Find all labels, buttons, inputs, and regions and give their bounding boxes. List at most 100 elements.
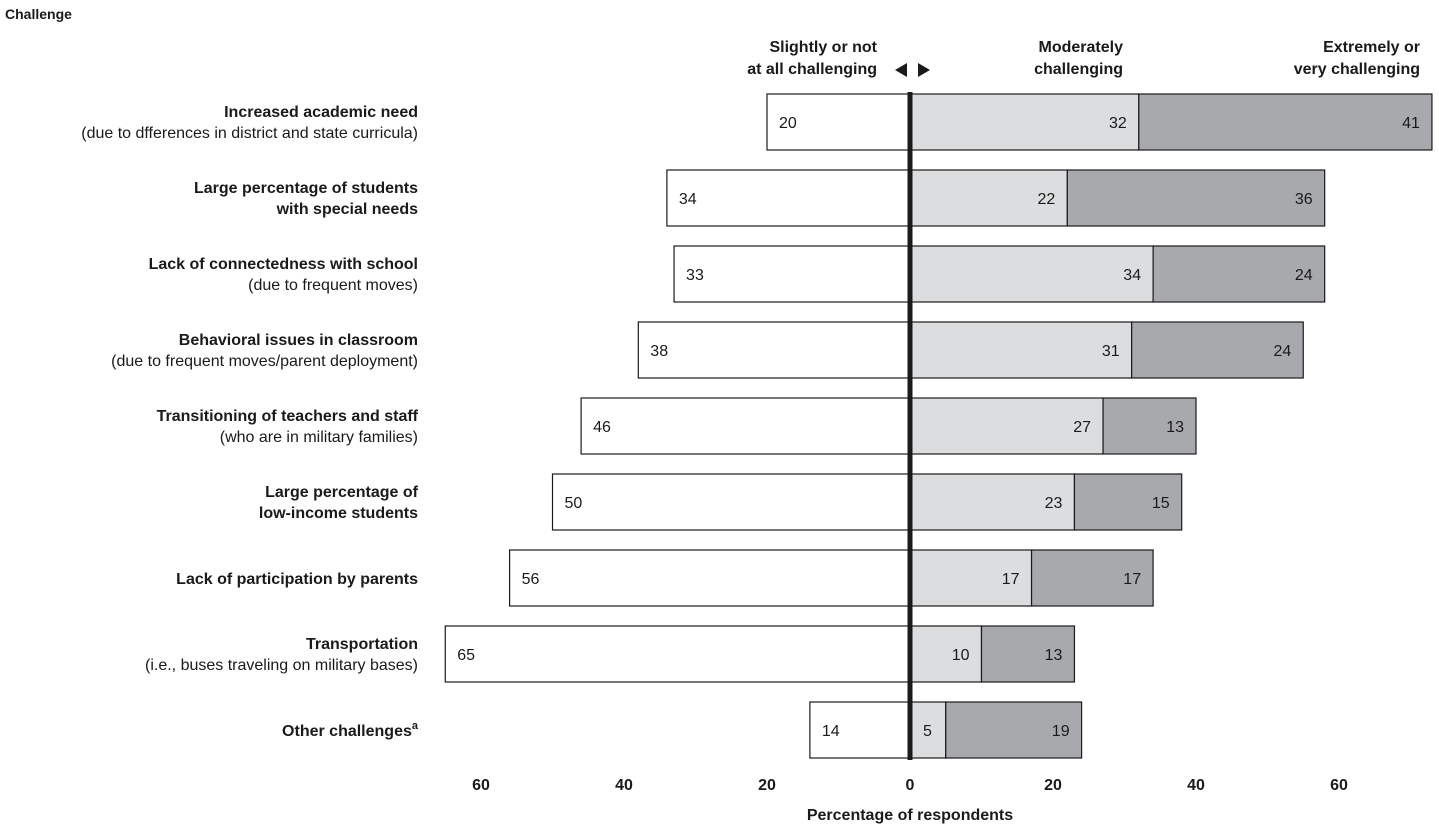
bar-moderately [909, 93, 1140, 151]
legend-middle-line1: Moderately [1039, 39, 1124, 56]
bar-moderately [909, 245, 1154, 303]
category-label: Large percentage of low-income students [259, 484, 419, 522]
bar-label-moderately: 5 [923, 723, 932, 740]
category-subtitle: (due to frequent moves/parent deployment… [111, 353, 418, 370]
bar-label-slightly-or-not: 33 [686, 267, 704, 284]
bar-label-slightly-or-not: 65 [457, 647, 475, 664]
bar-label-slightly-or-not: 50 [565, 495, 583, 512]
bar-label-extremely: 17 [1123, 571, 1141, 588]
bar-extremely [945, 701, 1083, 759]
x-tick-label: 60 [1330, 777, 1348, 794]
bar-label-moderately: 32 [1109, 115, 1127, 132]
category-title: Lack of connectedness with school [149, 256, 418, 273]
category-subtitle: (due to frequent moves) [248, 277, 418, 294]
y-axis-title: Challenge [5, 6, 72, 22]
bar-label-extremely: 24 [1273, 343, 1291, 360]
bar-slightly-or-not [509, 549, 911, 607]
legend-right-line1: Extremely or [1323, 39, 1420, 56]
legend-left-line2: at all challenging [747, 61, 877, 78]
bar-extremely [1073, 473, 1183, 531]
bar-label-extremely: 19 [1052, 723, 1070, 740]
legend-middle-line2: challenging [1034, 61, 1123, 78]
bar-label-slightly-or-not: 20 [779, 115, 797, 132]
category-subtitle: low-income students [259, 505, 418, 522]
category-label: Other challengesa [282, 720, 419, 740]
bar-slightly-or-not [666, 169, 911, 227]
category-title: Transitioning of teachers and staff [157, 408, 419, 425]
arrow-left-icon [895, 63, 907, 77]
bar-extremely [980, 625, 1076, 683]
bar-label-extremely: 15 [1152, 495, 1170, 512]
bar-extremely [1152, 245, 1326, 303]
category-label: Lack of connectedness with school (due to… [149, 256, 418, 294]
bar-label-extremely: 41 [1402, 115, 1420, 132]
x-tick-label: 40 [615, 777, 633, 794]
bar-label-moderately: 10 [952, 647, 970, 664]
bar-extremely [1030, 549, 1154, 607]
category-label: Increased academic need (due to dfference… [81, 104, 418, 142]
category-title: Transportation [306, 636, 418, 653]
bar-label-moderately: 31 [1102, 343, 1120, 360]
bar-slightly-or-not [580, 397, 911, 455]
bar-extremely [1131, 321, 1304, 379]
bar-slightly-or-not [673, 245, 911, 303]
bar-label-extremely: 13 [1166, 419, 1184, 436]
arrow-right-icon [918, 63, 930, 77]
bar-moderately [909, 397, 1104, 455]
bar-extremely [1138, 93, 1433, 151]
bar-label-slightly-or-not: 46 [593, 419, 611, 436]
bar-moderately [909, 473, 1076, 531]
category-subtitle: (due to dfferences in district and state… [81, 125, 418, 142]
x-tick-label: 0 [906, 777, 915, 794]
bar-slightly-or-not [637, 321, 911, 379]
category-label: Lack of participation by parents [176, 571, 418, 588]
x-axis-ticks: 60 40 20 0 20 40 60 [472, 777, 1348, 794]
x-tick-label: 60 [472, 777, 490, 794]
bar-slightly-or-not [809, 701, 911, 759]
bar-label-moderately: 34 [1123, 267, 1141, 284]
bar-label-moderately: 22 [1038, 191, 1056, 208]
bars: 20 32 41 34 22 36 33 34 24 38 31 24 46 27 13 50 23 15 56 17… [444, 93, 1433, 759]
category-subtitle: (who are in military families) [220, 429, 418, 446]
bar-slightly-or-not [551, 473, 911, 531]
legend: Slightly or not at all challenging Moder… [747, 39, 1420, 78]
bar-label-moderately: 23 [1045, 495, 1063, 512]
category-title: Lack of participation by parents [176, 571, 418, 588]
bar-label-slightly-or-not: 14 [822, 723, 840, 740]
bar-moderately [909, 701, 947, 759]
bar-label-extremely: 36 [1295, 191, 1313, 208]
bar-label-moderately: 17 [1002, 571, 1020, 588]
x-tick-label: 20 [758, 777, 776, 794]
category-label: Large percentage of students with special… [194, 180, 418, 218]
bar-label-moderately: 27 [1073, 419, 1091, 436]
category-title: Large percentage of [265, 484, 419, 501]
bar-label-slightly-or-not: 34 [679, 191, 697, 208]
bar-moderately [909, 169, 1068, 227]
category-title: Other challenges [282, 723, 412, 740]
category-subtitle: (i.e., buses traveling on military bases… [145, 657, 418, 674]
category-labels: Increased academic need (due to dfference… [81, 104, 419, 740]
bar-label-slightly-or-not: 56 [522, 571, 540, 588]
bar-extremely [1066, 169, 1326, 227]
bar-extremely [1102, 397, 1197, 455]
category-superscript: a [412, 720, 419, 732]
bar-moderately [909, 321, 1133, 379]
x-axis-label: Percentage of respondents [807, 807, 1013, 824]
bar-label-extremely: 13 [1045, 647, 1063, 664]
category-title: Increased academic need [224, 104, 418, 121]
bar-slightly-or-not [444, 625, 911, 683]
bar-label-slightly-or-not: 38 [650, 343, 668, 360]
category-title: Behavioral issues in classroom [179, 332, 418, 349]
x-tick-label: 20 [1044, 777, 1062, 794]
category-label: Behavioral issues in classroom (due to fr… [111, 332, 418, 370]
bar-moderately [909, 625, 983, 683]
x-tick-label: 40 [1187, 777, 1205, 794]
bar-slightly-or-not [766, 93, 911, 151]
category-label: Transitioning of teachers and staff (who … [157, 408, 419, 446]
category-title: Large percentage of students [194, 180, 418, 197]
legend-right-line2: very challenging [1294, 61, 1420, 78]
category-subtitle: with special needs [276, 201, 418, 218]
legend-left-line1: Slightly or not [769, 39, 877, 56]
bar-label-extremely: 24 [1295, 267, 1313, 284]
